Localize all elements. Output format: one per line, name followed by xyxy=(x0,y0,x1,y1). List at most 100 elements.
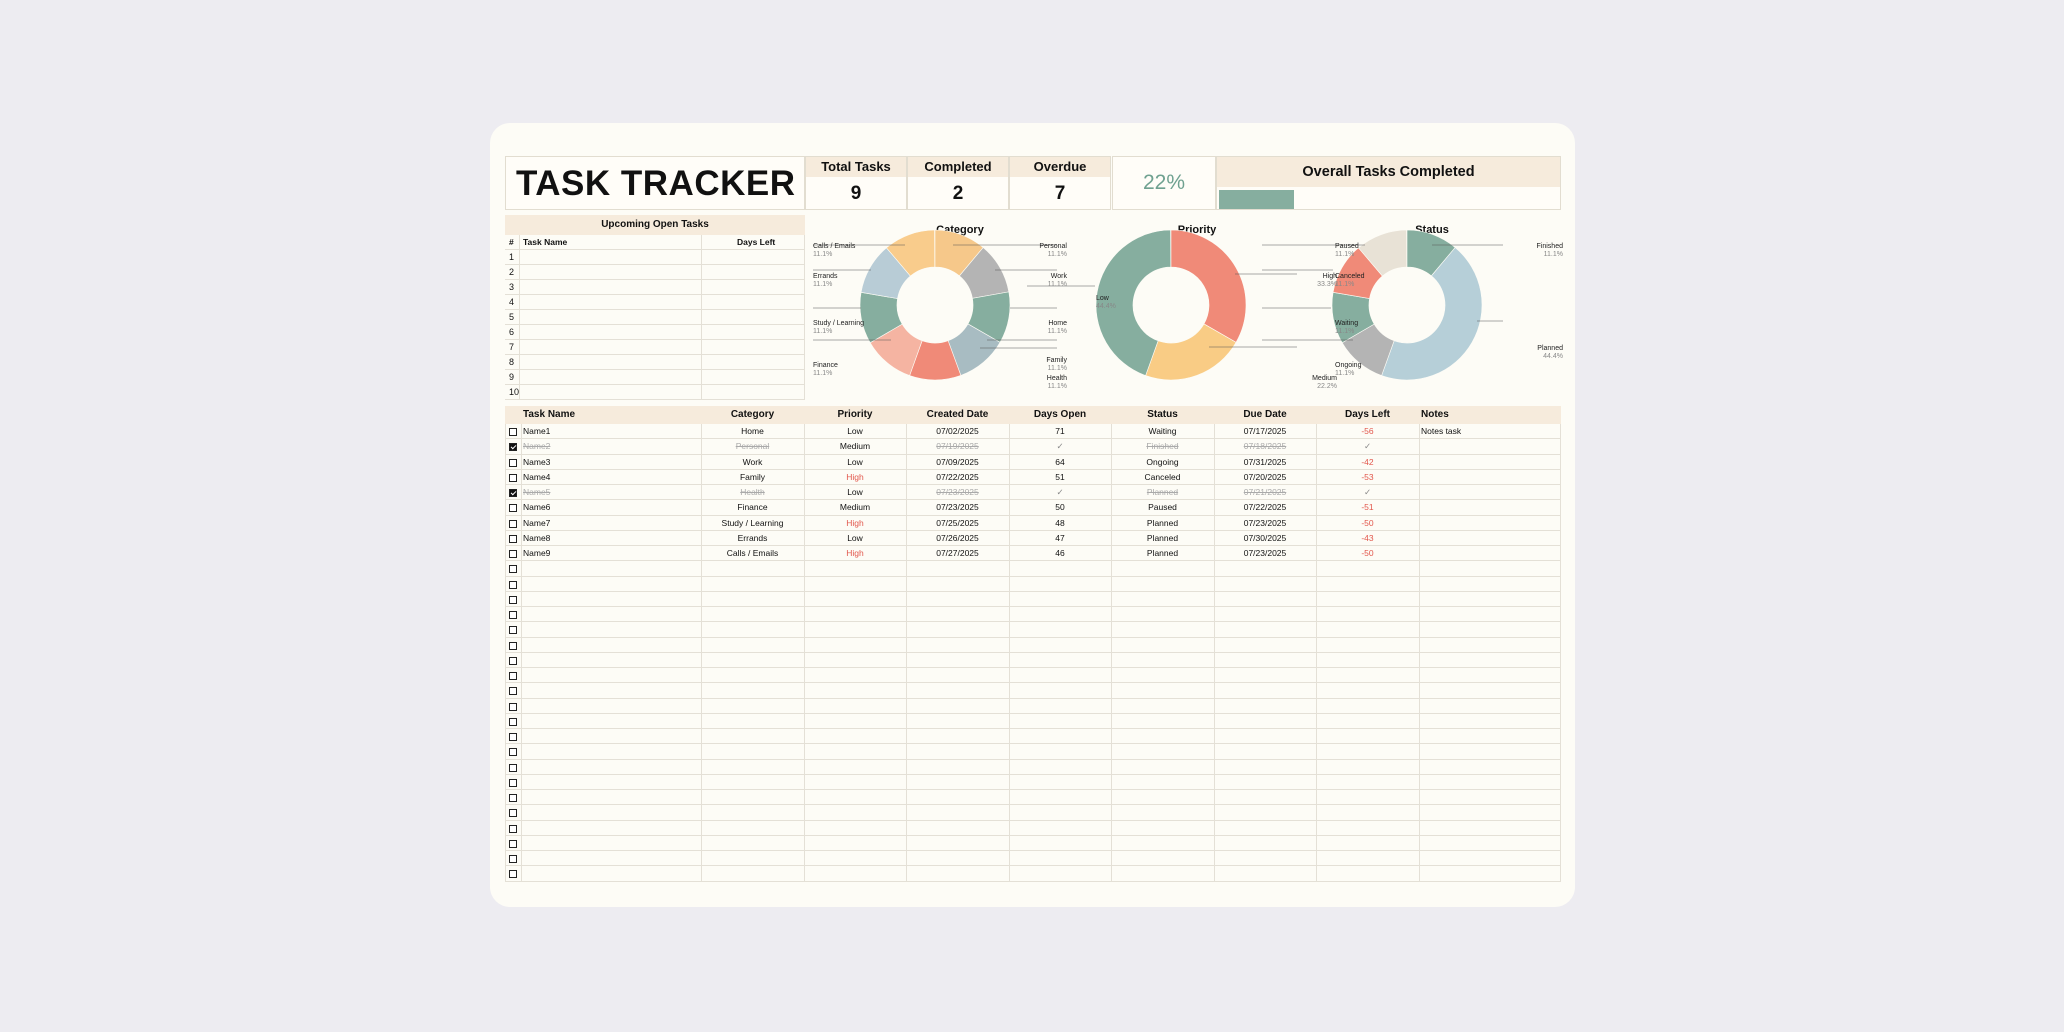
cell-priority[interactable]: Low xyxy=(847,456,863,467)
task-checkbox[interactable] xyxy=(509,839,517,848)
task-checkbox[interactable] xyxy=(509,641,517,650)
cell-created[interactable]: 07/22/2025 xyxy=(936,471,979,482)
task-checkbox[interactable] xyxy=(509,717,517,726)
cell-status[interactable]: Ongoing xyxy=(1146,456,1179,467)
cell-left[interactable]: -50 xyxy=(1361,517,1374,528)
task-checkbox[interactable] xyxy=(509,778,517,787)
col-header-category[interactable]: Category xyxy=(730,409,775,420)
cell-status[interactable]: Canceled xyxy=(1144,471,1181,482)
task-checkbox[interactable] xyxy=(509,519,517,528)
task-checkbox[interactable] xyxy=(509,855,517,863)
task-checkbox[interactable] xyxy=(509,489,517,497)
cell-open[interactable]: 64 xyxy=(1055,456,1065,467)
cell-left[interactable]: ✓ xyxy=(1363,441,1372,452)
task-checkbox[interactable] xyxy=(509,672,517,680)
cell-name[interactable]: Name5 xyxy=(523,487,551,497)
cell-open[interactable]: 71 xyxy=(1055,426,1065,436)
cell-left[interactable]: -53 xyxy=(1361,471,1374,482)
task-checkbox[interactable] xyxy=(509,809,517,818)
task-checkbox[interactable] xyxy=(509,443,517,452)
cell-created[interactable]: 07/26/2025 xyxy=(936,532,979,543)
task-checkbox[interactable] xyxy=(509,656,517,665)
cell-due[interactable]: 07/23/2025 xyxy=(1243,548,1287,558)
cell-category[interactable]: Finance xyxy=(737,502,768,513)
cell-due[interactable]: 07/17/2025 xyxy=(1243,426,1287,436)
priority-slice-high[interactable] xyxy=(1170,229,1247,343)
cell-open[interactable]: 51 xyxy=(1055,471,1065,482)
cell-due[interactable]: 07/18/2025 xyxy=(1243,441,1287,452)
cell-priority[interactable]: Medium xyxy=(839,502,871,513)
task-checkbox[interactable] xyxy=(509,748,517,757)
col-header-due[interactable]: Due Date xyxy=(1243,409,1287,420)
cell-status[interactable]: Waiting xyxy=(1148,426,1177,436)
cell-open[interactable]: 48 xyxy=(1055,517,1065,528)
task-checkbox[interactable] xyxy=(509,504,517,513)
cell-priority[interactable]: High xyxy=(846,517,864,528)
cell-created[interactable]: 07/02/2025 xyxy=(936,426,979,436)
cell-left[interactable]: -43 xyxy=(1361,532,1374,543)
cell-priority[interactable]: Low xyxy=(847,532,863,543)
col-header-status[interactable]: Status xyxy=(1147,409,1178,420)
cell-category[interactable]: Health xyxy=(740,487,765,497)
task-checkbox[interactable] xyxy=(509,870,517,879)
cell-name[interactable]: Name7 xyxy=(523,517,551,528)
cell-category[interactable]: Calls / Emails xyxy=(726,548,779,558)
cell-status[interactable]: Paused xyxy=(1148,502,1177,513)
cell-due[interactable]: 07/23/2025 xyxy=(1243,517,1287,528)
cell-category[interactable]: Home xyxy=(741,426,764,436)
cell-due[interactable]: 07/21/2025 xyxy=(1243,487,1287,497)
cell-name[interactable]: Name3 xyxy=(523,456,551,467)
task-checkbox[interactable] xyxy=(509,626,517,635)
cell-due[interactable]: 07/22/2025 xyxy=(1243,502,1287,513)
cell-status[interactable]: Planned xyxy=(1146,532,1179,543)
col-header-name[interactable]: Task Name xyxy=(523,409,576,420)
cell-name[interactable]: Name9 xyxy=(523,548,551,558)
cell-due[interactable]: 07/31/2025 xyxy=(1243,456,1287,467)
cell-due[interactable]: 07/30/2025 xyxy=(1243,532,1287,543)
cell-open[interactable]: 47 xyxy=(1055,532,1065,543)
cell-priority[interactable]: Low xyxy=(847,426,863,436)
task-checkbox[interactable] xyxy=(509,580,517,589)
cell-created[interactable]: 07/23/2025 xyxy=(936,502,979,513)
col-header-priority[interactable]: Priority xyxy=(837,409,873,420)
cell-left[interactable]: -56 xyxy=(1361,426,1374,436)
cell-category[interactable]: Family xyxy=(739,471,766,482)
task-checkbox[interactable] xyxy=(509,458,517,467)
task-checkbox[interactable] xyxy=(509,565,517,574)
status-slice-planned[interactable] xyxy=(1381,247,1483,381)
cell-status[interactable]: Planned xyxy=(1146,487,1179,497)
cell-category[interactable]: Work xyxy=(742,456,763,467)
task-checkbox[interactable] xyxy=(509,687,517,696)
cell-created[interactable]: 07/25/2025 xyxy=(936,517,979,528)
cell-name[interactable]: Name8 xyxy=(523,532,551,543)
cell-notes[interactable]: Notes task xyxy=(1421,426,1462,436)
cell-name[interactable]: Name6 xyxy=(523,502,551,513)
task-checkbox[interactable] xyxy=(509,763,517,772)
cell-left[interactable]: ✓ xyxy=(1363,487,1372,497)
cell-status[interactable]: Finished xyxy=(1146,441,1179,452)
cell-open[interactable]: 46 xyxy=(1055,548,1065,558)
task-checkbox[interactable] xyxy=(509,428,517,436)
cell-open[interactable]: 50 xyxy=(1055,502,1065,513)
cell-created[interactable]: 07/09/2025 xyxy=(936,456,979,467)
task-checkbox[interactable] xyxy=(509,550,517,558)
cell-category[interactable]: Study / Learning xyxy=(721,517,784,528)
cell-name[interactable]: Name4 xyxy=(523,471,551,482)
task-checkbox[interactable] xyxy=(509,733,517,741)
status-slice-paused[interactable] xyxy=(1358,229,1408,277)
cell-category[interactable]: Errands xyxy=(737,532,768,543)
task-checkbox[interactable] xyxy=(509,534,517,543)
task-checkbox[interactable] xyxy=(509,595,517,604)
cell-open[interactable]: ✓ xyxy=(1056,487,1064,497)
col-header-left[interactable]: Days Left xyxy=(1344,409,1390,420)
task-checkbox[interactable] xyxy=(509,611,517,619)
task-checkbox[interactable] xyxy=(509,702,517,711)
cell-name[interactable]: Name2 xyxy=(523,441,551,452)
task-checkbox[interactable] xyxy=(509,473,517,482)
cell-priority[interactable]: Low xyxy=(847,487,863,497)
cell-priority[interactable]: High xyxy=(846,548,864,558)
col-header-notes[interactable]: Notes xyxy=(1421,409,1449,420)
cell-left[interactable]: -51 xyxy=(1361,502,1374,513)
cell-left[interactable]: -42 xyxy=(1361,456,1374,467)
category-slice-calls-emails[interactable] xyxy=(886,229,936,277)
